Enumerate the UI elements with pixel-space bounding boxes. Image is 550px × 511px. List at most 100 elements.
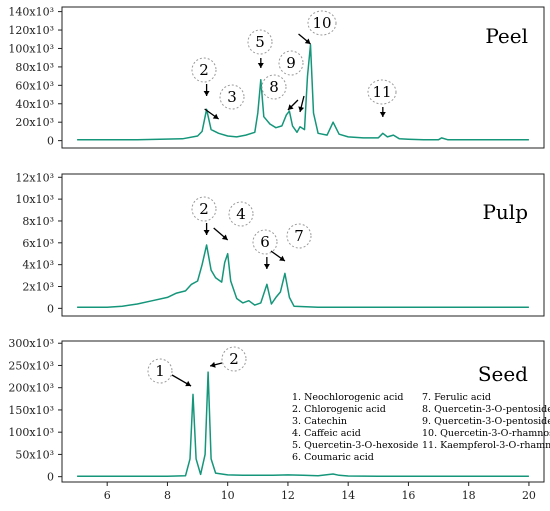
seed-x-tick-label: 18	[462, 489, 476, 502]
peak-arrow-head	[212, 113, 219, 119]
peak-arrow-head	[379, 112, 386, 117]
peak-label-bubble	[278, 50, 304, 76]
seed-x-tick-label: 8	[164, 489, 171, 502]
peak-label-text: 1	[155, 362, 165, 380]
peak-label-text: 3	[227, 88, 237, 106]
peel-y-axis: 0 20x10³ 40x10³ 60x10³ 80x10³ 100x10³ 120x10³ 1…	[8, 6, 62, 148]
seed-y-tick-label: 200x10³	[8, 382, 54, 395]
peak-label-bubble	[191, 57, 217, 83]
peak-arrow-head	[221, 234, 228, 240]
legend-column-1: 1. Neochlorogenic acid 2. Chlorogenic ac…	[292, 392, 419, 463]
peak-arrow-head	[279, 255, 285, 261]
peak-label-text: 2	[229, 350, 239, 368]
seed-y-tick-label: 300x10³	[8, 337, 54, 350]
peak-label-bubble	[286, 223, 312, 249]
peel-y-tick-label: 100x10³	[8, 42, 54, 55]
peel-y-tick-label: 140x10³	[8, 6, 54, 19]
peak-label-bubble	[147, 358, 173, 384]
peak-label-7: 7	[270, 223, 312, 262]
legend-entry: 7. Ferulic acid	[422, 392, 491, 403]
seed-y-tick-label: 250x10³	[8, 359, 54, 372]
seed-x-tick-label: 20	[522, 489, 536, 502]
pulp-y-tick-label: 2x10³	[22, 281, 54, 294]
legend-column-2: 7. Ferulic acid 8. Quercetin-3-O-pentosi…	[422, 392, 550, 451]
panel-peel: 0 20x10³ 40x10³ 60x10³ 80x10³ 100x10³ 120x10³ 1…	[8, 6, 545, 149]
peak-arrow-head	[203, 230, 210, 235]
peak-arrow-head	[287, 104, 294, 110]
seed-y-tick-label: 150x10³	[8, 404, 54, 417]
pulp-y-tick-label: 0	[47, 302, 54, 315]
pulp-y-tick-label: 12x10³	[15, 171, 54, 184]
peak-arrow-head	[304, 38, 311, 44]
peel-y-tick-label: 60x10³	[15, 79, 54, 92]
peak-label-2: 2	[191, 196, 217, 235]
peak-arrow-head	[263, 264, 270, 269]
peak-arrow-head	[298, 106, 305, 112]
peak-label-text: 7	[294, 227, 304, 245]
peak-label-text: 9	[286, 54, 296, 72]
seed-x-axis: 6 8 10 12 14 16 18 20	[104, 482, 536, 502]
peak-label-2: 2	[209, 346, 247, 372]
seed-y-tick-label: 50x10³	[15, 448, 54, 461]
pulp-plot-frame	[61, 173, 545, 317]
legend-entry: 11. Kaempferol-3-O-rhamnoside	[422, 440, 550, 451]
panel-pulp: 0 2x10³ 4x10³ 6x10³ 8x10³ 10x10³ 12x10³ 2 46 7 P…	[15, 171, 545, 317]
peak-label-4: 4	[213, 201, 254, 241]
peak-label-text: 10	[312, 14, 331, 32]
seed-y-tick-label: 0	[47, 471, 54, 484]
seed-x-tick-label: 16	[401, 489, 415, 502]
legend-entry: 8. Quercetin-3-O-pentoside	[422, 404, 550, 415]
pulp-panel-title: Pulp	[482, 200, 528, 224]
peel-chromatogram-line	[77, 44, 529, 141]
peak-label-bubble	[228, 201, 254, 227]
peak-label-bubble	[191, 196, 217, 222]
seed-x-tick-label: 12	[281, 489, 295, 502]
peak-label-text: 6	[260, 233, 270, 251]
peak-arrow-head	[210, 361, 216, 368]
peel-y-tick-label: 0	[47, 135, 54, 148]
legend-entry: 1. Neochlorogenic acid	[292, 392, 404, 403]
peak-label-10: 10	[298, 10, 337, 45]
peak-label-8: 8	[261, 74, 299, 111]
pulp-chromatogram-line	[77, 244, 529, 309]
peel-plot-frame	[61, 6, 545, 149]
seed-plot-frame	[61, 340, 545, 483]
peak-label-5: 5	[247, 29, 273, 68]
pulp-y-tick-label: 6x10³	[22, 237, 54, 250]
pulp-y-tick-label: 4x10³	[22, 259, 54, 272]
peak-label-text: 5	[255, 33, 265, 51]
peak-label-bubble	[367, 79, 397, 105]
legend-entry: 5. Quercetin-3-O-hexoside	[292, 440, 419, 451]
legend-entry: 3. Catechin	[292, 416, 347, 427]
peak-label-text: 11	[372, 83, 391, 101]
compound-legend: 1. Neochlorogenic acid 2. Chlorogenic ac…	[292, 392, 550, 463]
legend-entry: 6. Coumaric acid	[292, 452, 374, 463]
peak-label-text: 8	[269, 78, 279, 96]
peak-label-text: 2	[199, 200, 209, 218]
peak-label-text: 2	[199, 61, 209, 79]
peak-arrow-head	[203, 91, 210, 96]
peak-label-bubble	[219, 84, 245, 110]
legend-entry: 10. Quercetin-3-O-rhamnoside	[422, 428, 550, 439]
peak-label-bubble	[261, 74, 287, 100]
peak-label-3: 3	[204, 84, 245, 120]
pulp-y-tick-label: 10x10³	[15, 193, 54, 206]
peak-label-text: 4	[236, 205, 246, 223]
peak-label-bubble	[221, 346, 247, 372]
peel-peak-annotations: 23 5 89 10 11	[191, 10, 397, 120]
seed-x-tick-label: 14	[341, 489, 355, 502]
peel-y-tick-label: 120x10³	[8, 24, 54, 37]
peak-label-bubble	[307, 10, 337, 36]
peak-label-2: 2	[191, 57, 217, 96]
seed-chromatogram-line	[77, 371, 529, 477]
peel-y-tick-label: 80x10³	[15, 61, 54, 74]
legend-entry: 9. Quercetin-3-O-pentoside 2	[422, 416, 550, 427]
seed-panel-title: Seed	[478, 362, 528, 386]
peel-y-tick-label: 20x10³	[15, 116, 54, 129]
peel-y-tick-label: 40x10³	[15, 98, 54, 111]
seed-x-tick-label: 10	[221, 489, 235, 502]
peak-label-bubble	[247, 29, 273, 55]
seed-peak-annotations: 12	[147, 346, 247, 387]
peak-label-11: 11	[367, 79, 397, 117]
